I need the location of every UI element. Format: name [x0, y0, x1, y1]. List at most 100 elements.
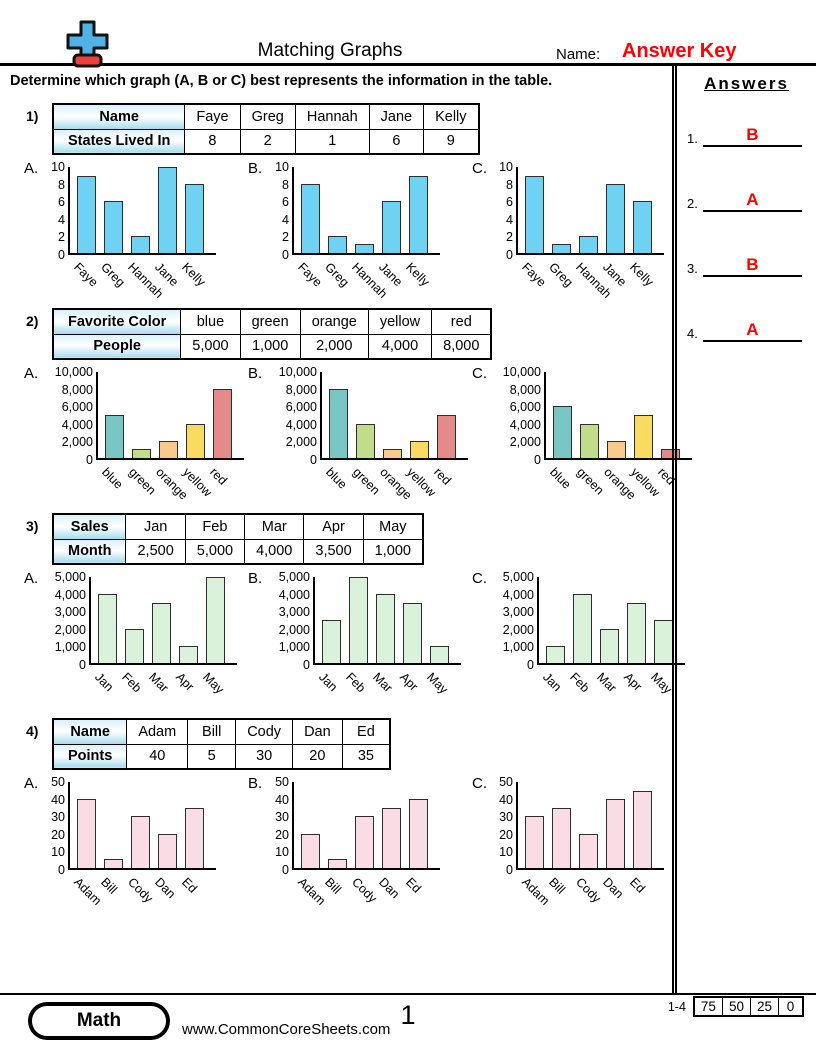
bar	[152, 602, 171, 663]
score-table: 75 50 25 0	[692, 996, 804, 1017]
site-url: www.CommonCoreSheets.com	[182, 1021, 391, 1038]
table-row: States Lived In 8 2 1 6 9	[52, 128, 480, 155]
table-header-cell: States Lived In	[52, 128, 186, 155]
x-tick-label: Greg	[98, 260, 128, 290]
x-tick-label: Ed	[403, 875, 424, 896]
bar	[356, 423, 375, 458]
y-tick-label: 0	[282, 863, 289, 877]
bar	[322, 620, 341, 663]
answer-item: 4. A	[687, 320, 802, 342]
x-tick-label: Kelly	[627, 260, 657, 290]
problem-block: 3) Sales Jan Feb Mar Apr May Month 2,500 5,000 4,0…	[0, 513, 685, 704]
x-tick-label: Dan	[600, 875, 627, 902]
y-tick-label: 40	[499, 792, 513, 807]
bar-chart: C. 10,000 8,000 6,000 4,000 2,000 0 blue green or…	[472, 364, 696, 520]
x-tick-label: Bill	[322, 875, 344, 897]
x-tick-label: Cody	[573, 875, 604, 906]
y-tick-label: 10	[51, 160, 65, 174]
bar	[328, 859, 347, 868]
math-badge: Math	[28, 1002, 170, 1040]
table-row: Sales Jan Feb Mar Apr May	[52, 513, 424, 540]
bar-chart: A. 50 40 30 20 10 0 Adam Bill Cody Dan Ed	[24, 774, 248, 930]
x-tick-label: Kelly	[403, 260, 433, 290]
bar	[349, 577, 368, 663]
x-tick-label: Kelly	[179, 260, 209, 290]
table-row: Favorite Color blue green orange yellow red	[52, 308, 492, 335]
plot-wrapper: Jan Feb Mar Apr May	[89, 577, 241, 725]
x-tick-label: Feb	[119, 670, 145, 696]
y-axis: 5,000 4,000 3,000 2,000 1,000 0	[46, 570, 89, 672]
answer-number: 1.	[687, 131, 698, 146]
y-tick-label: 1,000	[502, 640, 534, 655]
bar-chart: B. 50 40 30 20 10 0 Adam Bill Cody Dan Ed	[248, 774, 472, 930]
y-tick-label: 10,000	[278, 365, 317, 379]
x-tick-label: red	[431, 465, 454, 488]
table-value-cell: Cody	[235, 718, 294, 745]
y-tick-label: 10	[275, 845, 289, 860]
y-tick-label: 8	[58, 177, 65, 192]
table-value-cell: Feb	[184, 513, 246, 540]
answer-number: 2.	[687, 196, 698, 211]
y-tick-label: 50	[499, 775, 513, 789]
table-value-cell: 8	[184, 128, 241, 155]
bar-chart: B. 5,000 4,000 3,000 2,000 1,000 0 Jan Feb Mar Apr…	[248, 569, 472, 725]
table-value-cell: blue	[180, 308, 241, 335]
x-tick-label: Jan	[316, 670, 341, 695]
table-value-cell: 2,000	[299, 333, 369, 360]
x-tick-label: Cody	[349, 875, 380, 906]
y-tick-label: 0	[58, 248, 65, 262]
x-tick-label: Dan	[152, 875, 179, 902]
plot-area	[89, 577, 237, 665]
table-value-cell: 1,000	[239, 333, 301, 360]
bar	[580, 423, 599, 458]
bar	[437, 415, 456, 458]
plot-area	[96, 372, 244, 460]
y-tick-label: 5,000	[54, 570, 86, 584]
answer-value: A	[746, 320, 759, 339]
bar	[158, 167, 177, 253]
x-tick-label: Greg	[322, 260, 352, 290]
y-tick-label: 1,000	[54, 640, 86, 655]
header: Matching Graphs Name: Answer Key	[0, 0, 816, 68]
y-axis: 5,000 4,000 3,000 2,000 1,000 0	[494, 570, 537, 672]
plot-area	[537, 577, 685, 665]
chart-letter-label: B.	[248, 365, 263, 382]
x-tick-label: Feb	[567, 670, 593, 696]
charts-row: A. 50 40 30 20 10 0 Adam Bill Cody Dan Ed B. 50 40 30 20…	[24, 774, 672, 930]
bar-chart: A. 10,000 8,000 6,000 4,000 2,000 0 blue green or…	[24, 364, 248, 520]
bar-chart: B. 10 8 6 4 2 0 Faye Greg Hannah Jane Kelly	[248, 159, 472, 315]
problem-header: 3) Sales Jan Feb Mar Apr May Month 2,500 5,000 4,0…	[26, 513, 672, 565]
y-tick-label: 6,000	[285, 400, 317, 415]
bar	[409, 799, 428, 868]
bar	[104, 201, 123, 253]
y-tick-label: 10	[275, 160, 289, 174]
y-axis: 10 8 6 4 2 0	[46, 160, 68, 262]
y-tick-label: 4	[506, 212, 513, 227]
score-cell: 75	[700, 999, 716, 1014]
page-title: Matching Graphs	[257, 40, 403, 61]
data-table: Name Adam Bill Cody Dan Ed Points 40 5 30 20 35	[52, 718, 392, 770]
answer-value: B	[746, 125, 759, 144]
y-tick-label: 4	[282, 212, 289, 227]
y-tick-label: 10,000	[54, 365, 93, 379]
y-tick-label: 0	[303, 658, 310, 672]
chart-letter-label: A.	[24, 365, 39, 382]
y-tick-label: 50	[275, 775, 289, 789]
y-axis: 5,000 4,000 3,000 2,000 1,000 0	[270, 570, 313, 672]
y-tick-label: 0	[282, 248, 289, 262]
y-axis: 10,000 8,000 6,000 4,000 2,000 0	[270, 365, 320, 467]
y-tick-label: 0	[534, 453, 541, 467]
table-value-cell: 5	[187, 743, 237, 770]
y-tick-label: 8,000	[509, 382, 541, 397]
bar	[661, 449, 680, 458]
table-row: Points 40 5 30 20 35	[52, 743, 391, 770]
y-tick-label: 6,000	[509, 400, 541, 415]
bar	[382, 201, 401, 253]
bar	[430, 645, 449, 663]
y-tick-label: 20	[275, 827, 289, 842]
x-tick-label: red	[207, 465, 230, 488]
y-axis: 10,000 8,000 6,000 4,000 2,000 0	[46, 365, 96, 467]
table-value-cell: Dan	[292, 718, 343, 745]
bar	[627, 602, 646, 663]
x-tick-label: Mar	[146, 670, 172, 696]
